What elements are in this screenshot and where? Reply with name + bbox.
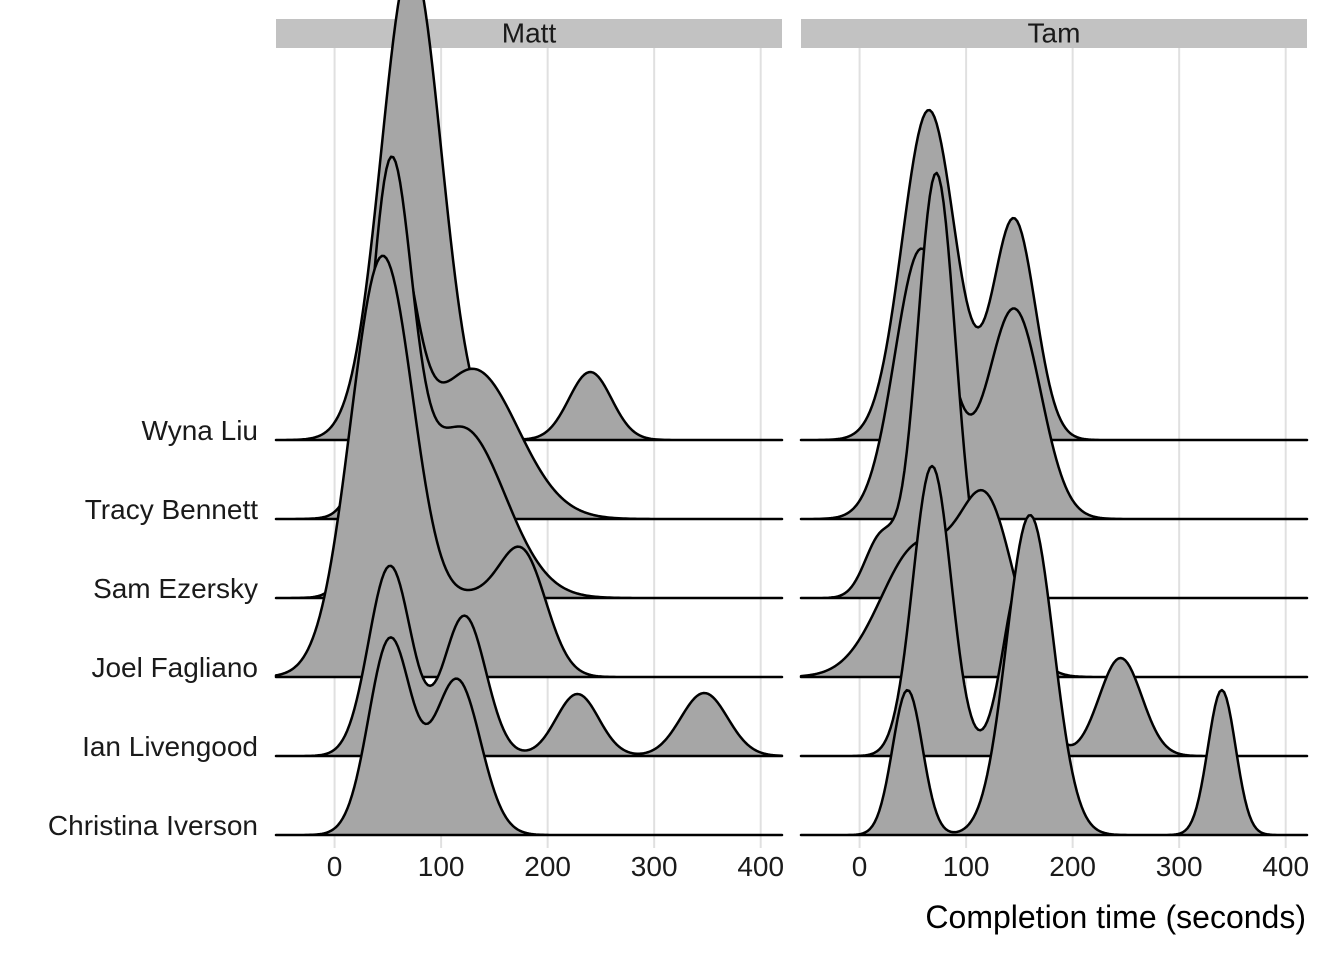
x-tick-label-matt-300: 300 [631,851,678,882]
x-tick-label-tam-400: 400 [1262,851,1309,882]
facet-strip-tam [801,19,1307,48]
y-tick-label-sam-ezersky: Sam Ezersky [93,573,258,604]
y-tick-label-christina-iverson: Christina Iverson [48,810,258,841]
ridge-tam-tracy-bennett [799,247,1309,521]
ridges-tam [799,108,1309,837]
facet-strip-label-matt: Matt [502,17,557,48]
ridge-matt-christina-iverson [274,636,784,837]
x-tick-label-tam-0: 0 [852,851,868,882]
y-tick-label-joel-fagliano: Joel Fagliano [91,652,258,683]
x-tick-label-tam-200: 200 [1049,851,1096,882]
x-tick-label-tam-100: 100 [943,851,990,882]
x-tick-label-matt-100: 100 [418,851,465,882]
facet-strip-matt [276,19,782,48]
ridge-tam-sam-ezersky [799,171,1309,600]
x-tick-label-tam-300: 300 [1156,851,1203,882]
x-axis-ticks-matt: 0 100 200 300 400 [327,851,784,882]
x-tick-label-matt-400: 400 [737,851,784,882]
ridge-tam-wyna-liu [799,108,1309,442]
x-axis-title: Completion time (seconds) [925,899,1306,935]
y-tick-label-tracy-bennett: Tracy Bennett [85,494,258,525]
facet-panel-tam: Tam 0 100 200 300 400 [799,17,1309,882]
ridge-matt-wyna-liu [274,0,784,442]
x-axis-ticks-tam: 0 100 200 300 400 [852,851,1309,882]
y-tick-label-wyna-liu: Wyna Liu [142,415,258,446]
ridges-matt [274,0,784,837]
x-tick-label-matt-0: 0 [327,851,343,882]
facet-panel-matt: Matt 0 100 200 300 400 [274,0,784,882]
x-tick-label-matt-200: 200 [524,851,571,882]
ridge-tam-christina-iverson [799,514,1309,837]
y-axis-labels: Christina Iverson Ian Livengood Joel Fagli… [48,415,258,841]
facet-strip-label-tam: Tam [1028,17,1081,48]
y-tick-label-ian-livengood: Ian Livengood [82,731,258,762]
ridge-matt-joel-fagliano [274,254,784,679]
